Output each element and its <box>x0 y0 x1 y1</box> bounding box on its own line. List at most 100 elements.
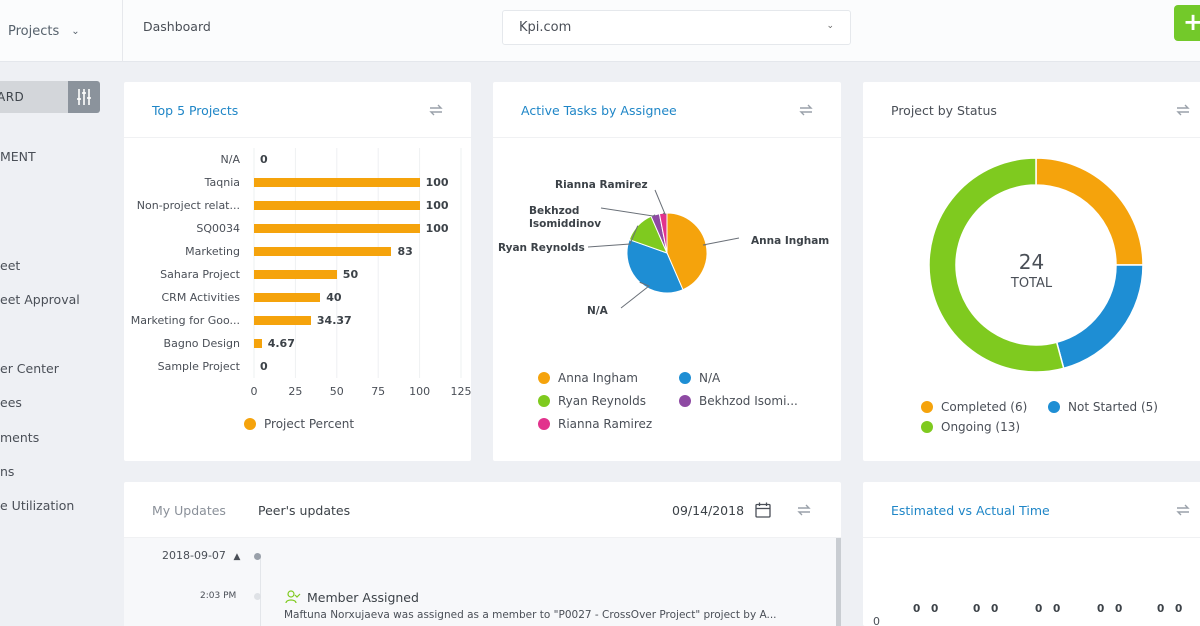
sliders-icon <box>77 89 91 105</box>
legend-swatch <box>921 401 933 413</box>
bar <box>254 201 420 210</box>
card-title: Estimated vs Actual Time <box>891 503 1050 518</box>
bar-value-label: 0 <box>260 153 268 166</box>
card-header: Active Tasks by Assignee <box>493 82 841 138</box>
sidebar-item-center[interactable]: er Center <box>0 361 59 376</box>
bar-value-label: 34.37 <box>316 314 352 327</box>
sidebar-dashboard-label: ARD <box>0 90 25 104</box>
workspace-select[interactable]: Kpi.com ⌄ <box>502 10 851 45</box>
estimated-y-tick: 0 <box>873 615 880 626</box>
top-bar: Projects ⌄ Dashboard Kpi.com ⌄ + <box>0 0 1200 62</box>
x-tick-label: 100 <box>409 385 431 398</box>
timeline-entry-time: 2:03 PM <box>200 591 237 601</box>
bar-value-label: 40 <box>326 291 342 304</box>
chevron-down-icon: ⌄ <box>826 21 834 31</box>
timeline-entry-title: Member Assigned <box>307 590 419 605</box>
refresh-icon[interactable] <box>797 101 815 119</box>
refresh-icon[interactable] <box>427 101 445 119</box>
pie-callout-label: Anna Ingham <box>751 235 830 247</box>
pie-slice <box>658 212 668 254</box>
bar-value-label: 100 <box>425 222 449 235</box>
refresh-icon[interactable] <box>795 501 813 519</box>
legend-swatch <box>538 372 550 384</box>
pie-leader-line <box>702 237 740 246</box>
legend-label: Ongoing (13) <box>941 420 1021 434</box>
legend-swatch <box>679 395 691 407</box>
bar-value-label: 100 <box>425 199 449 212</box>
pie-callout-label: Ryan Reynolds <box>498 242 585 254</box>
timeline-group-date-label: 2018-09-07 <box>162 549 226 562</box>
add-button[interactable]: + <box>1174 5 1200 41</box>
legend-label: Not Started (5) <box>1068 400 1158 414</box>
pie-callout-label: Bekhzod <box>529 205 580 217</box>
chevron-down-icon: ⌄ <box>71 25 80 37</box>
timeline-dot <box>254 553 261 560</box>
pie-legend-item: Rianna Ramirez <box>538 417 652 431</box>
timeline-line <box>260 554 261 626</box>
bar-value-label: 100 <box>425 176 449 189</box>
bar <box>254 224 420 233</box>
sidebar-dashboard-button[interactable]: ARD <box>0 81 68 113</box>
bar-value-label: 83 <box>397 245 413 258</box>
legend-swatch <box>538 418 550 430</box>
pie-callout-label: Isomiddinov <box>529 218 602 230</box>
card-header: Project by Status <box>863 82 1200 138</box>
card-title: Project by Status <box>891 103 997 118</box>
estimated-value-label: 0 <box>1157 603 1165 615</box>
project-status-card: Project by Status Completed (6) Not Start… <box>863 82 1200 461</box>
x-tick-label: 125 <box>450 385 472 398</box>
estimated-value-label: 0 <box>1175 603 1183 615</box>
estimated-value-label: 0 <box>1053 603 1061 615</box>
pie-svg <box>587 189 740 309</box>
project-switcher[interactable]: Projects ⌄ <box>0 0 123 62</box>
legend-label: Anna Ingham <box>558 371 638 385</box>
timeline-group-date[interactable]: 2018-09-07 ▲ <box>162 549 240 562</box>
donut-svg <box>928 157 1144 373</box>
updates-date-value[interactable]: 09/14/2018 <box>672 503 745 518</box>
bar-category-label: Sample Project <box>157 360 240 373</box>
x-tick-label: 0 <box>250 385 258 398</box>
pie-callout-label: Rianna Ramirez <box>555 179 648 191</box>
chevron-up-icon: ▲ <box>233 552 241 562</box>
bar <box>254 247 392 256</box>
calendar-icon[interactable] <box>754 501 772 519</box>
bar-category-label: N/A <box>220 153 240 166</box>
sidebar-item-timesheet-approval[interactable]: eet Approval <box>0 292 80 307</box>
legend-label: Completed (6) <box>941 400 1028 414</box>
sidebar-item-management[interactable]: MENT <box>0 149 36 164</box>
estimated-value-label: 0 <box>973 603 981 615</box>
updates-scrollbar[interactable] <box>836 538 841 626</box>
refresh-icon[interactable] <box>1174 101 1192 119</box>
sidebar-item-utilization[interactable]: e Utilization <box>0 498 75 513</box>
bar-value-label: 50 <box>342 268 359 281</box>
workspace-value: Kpi.com <box>519 20 572 35</box>
sidebar-item-departments[interactable]: ments <box>0 430 40 445</box>
donut-total-value: 24 <box>1018 250 1045 274</box>
legend-swatch <box>1048 401 1060 413</box>
tab-my-updates[interactable]: My Updates <box>152 503 226 518</box>
pie-legend-item: Anna Ingham <box>538 371 638 385</box>
estimated-value-label: 0 <box>991 603 999 615</box>
pie-leader-line <box>620 281 650 309</box>
active-tasks-card: Active Tasks by Assignee Rianna Ramirez B… <box>493 82 841 461</box>
breadcrumb: Dashboard <box>143 19 211 34</box>
pie-leader-line <box>587 225 639 248</box>
estimated-value-label: 0 <box>1097 603 1105 615</box>
sidebar-item-timesheet[interactable]: eet <box>0 258 21 273</box>
tab-peer-updates[interactable]: Peer's updates <box>258 503 351 518</box>
donut-slice <box>1035 157 1144 266</box>
bar <box>254 293 321 302</box>
sidebar-item-employees[interactable]: ees <box>0 395 22 410</box>
bar <box>254 178 420 187</box>
sidebar: ARD MENT eet eet Approval er Center ees … <box>0 62 123 626</box>
bar-value-label: 0 <box>260 360 268 373</box>
sidebar-item-positions[interactable]: ns <box>0 464 15 479</box>
dashboard-settings-button[interactable] <box>68 81 100 113</box>
project-switcher-label: Projects <box>8 23 60 39</box>
refresh-icon[interactable] <box>1174 501 1192 519</box>
timeline-dot <box>254 593 261 600</box>
timeline-entry-text: Maftuna Norxujaeva was assigned as a mem… <box>284 609 777 621</box>
legend-swatch <box>244 418 256 430</box>
bar <box>254 339 262 348</box>
